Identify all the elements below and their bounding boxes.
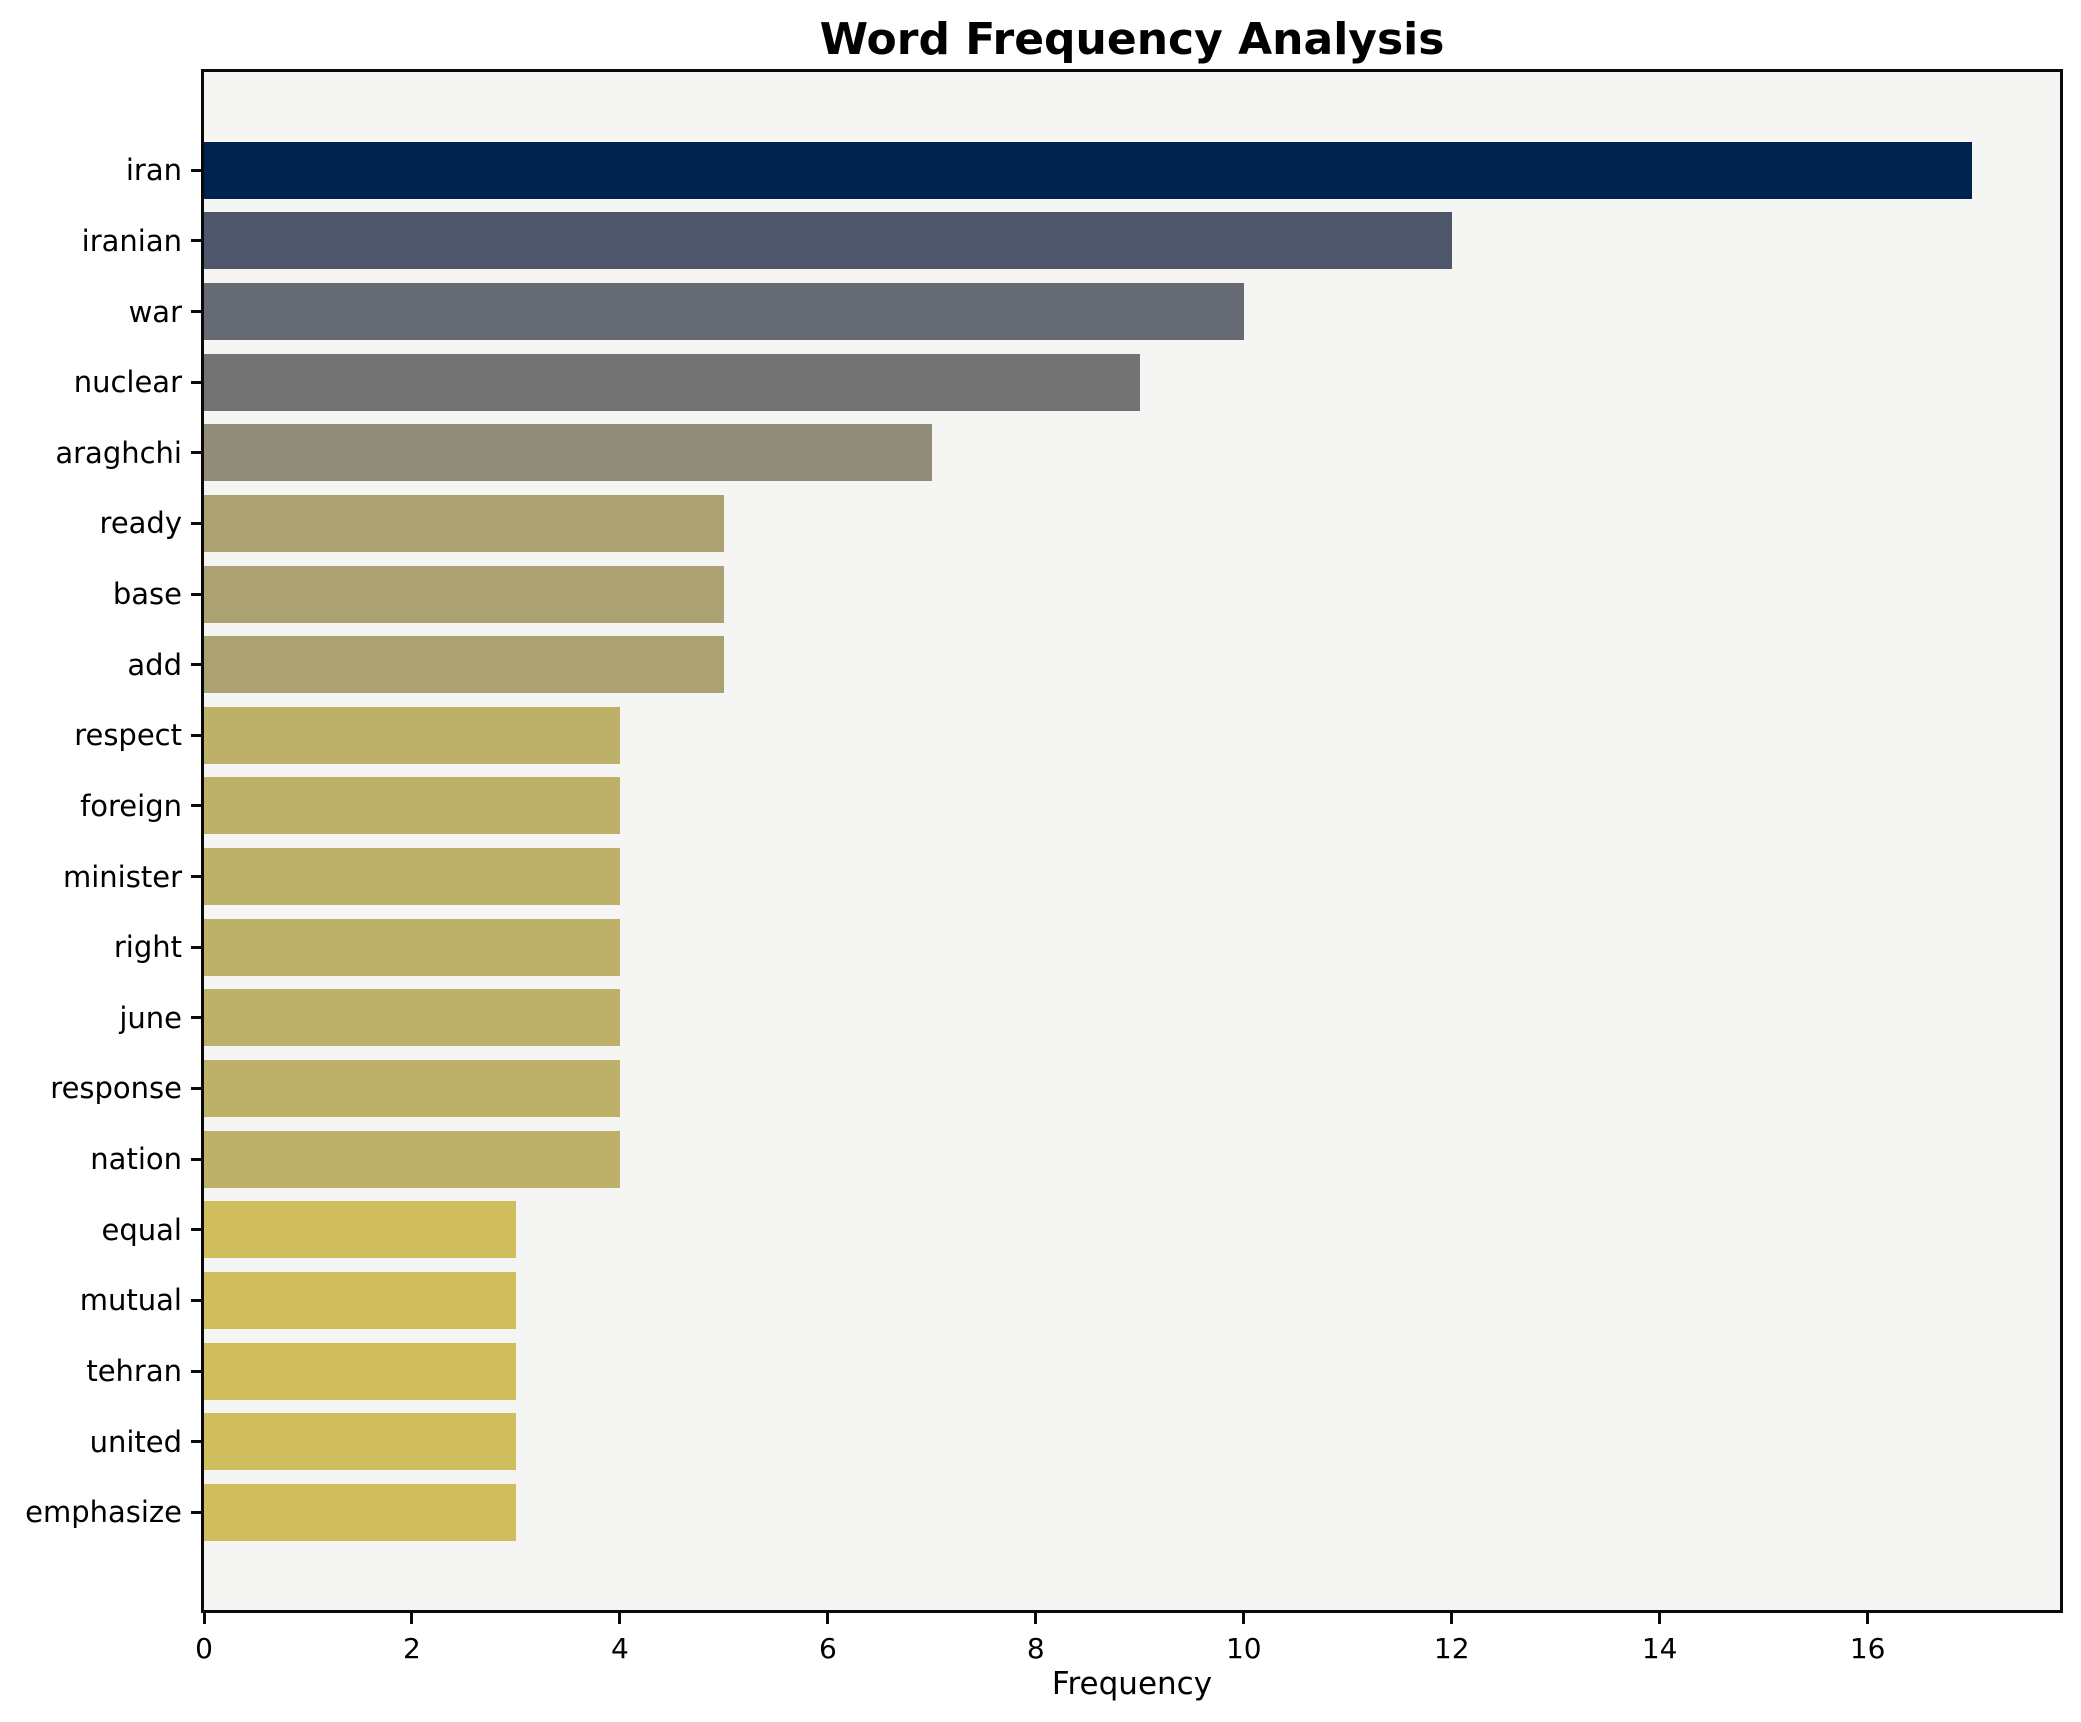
y-tick-mark bbox=[191, 1016, 203, 1020]
y-tick-mark bbox=[191, 310, 203, 314]
bar-ready bbox=[204, 494, 724, 552]
y-tick-mark bbox=[191, 1440, 203, 1444]
y-tick-mark bbox=[191, 733, 203, 737]
x-tick-mark bbox=[826, 1613, 830, 1624]
y-tick-label: araghchi bbox=[55, 435, 182, 470]
bar-united bbox=[204, 1413, 516, 1471]
x-tick-label: 8 bbox=[1026, 1632, 1045, 1665]
x-tick-label: 2 bbox=[403, 1632, 421, 1665]
x-tick-mark bbox=[1242, 1613, 1246, 1624]
x-tick-label: 12 bbox=[1433, 1632, 1470, 1665]
bar-iran bbox=[204, 141, 1972, 199]
y-tick-mark bbox=[191, 1298, 203, 1302]
y-tick-label: iranian bbox=[81, 223, 182, 258]
y-tick-label: equal bbox=[101, 1212, 182, 1247]
y-tick-label: mutual bbox=[79, 1283, 182, 1318]
bar-minister bbox=[204, 848, 620, 906]
y-tick-label: war bbox=[128, 294, 182, 329]
y-tick-mark bbox=[191, 380, 203, 384]
y-tick-mark bbox=[191, 1086, 203, 1090]
x-axis-title: Frequency bbox=[1051, 1666, 1213, 1702]
x-tick-mark bbox=[1034, 1613, 1038, 1624]
y-tick-label: foreign bbox=[80, 788, 182, 823]
x-tick-mark bbox=[1450, 1613, 1454, 1624]
bar-iranian bbox=[204, 212, 1452, 270]
x-tick-label: 14 bbox=[1641, 1632, 1678, 1665]
bar-add bbox=[204, 636, 724, 694]
y-tick-label: united bbox=[89, 1424, 182, 1459]
bar-foreign bbox=[204, 777, 620, 835]
bar-araghchi bbox=[204, 424, 932, 482]
y-tick-label: response bbox=[50, 1071, 182, 1106]
bar-nation bbox=[204, 1130, 620, 1188]
x-tick-label: 16 bbox=[1849, 1632, 1886, 1665]
y-tick-mark bbox=[191, 1369, 203, 1373]
bar-nuclear bbox=[204, 353, 1140, 411]
chart-title: Word Frequency Analysis bbox=[819, 14, 1445, 65]
y-tick-mark bbox=[191, 451, 203, 455]
y-tick-mark bbox=[191, 875, 203, 879]
y-tick-label: nuclear bbox=[73, 365, 182, 400]
x-tick-mark bbox=[618, 1613, 622, 1624]
y-tick-mark bbox=[191, 239, 203, 243]
y-tick-mark bbox=[191, 663, 203, 667]
x-tick-mark bbox=[1658, 1613, 1662, 1624]
y-tick-mark bbox=[191, 804, 203, 808]
y-tick-label: minister bbox=[63, 859, 182, 894]
plot-area bbox=[201, 69, 2063, 1613]
y-tick-label: respect bbox=[74, 718, 182, 753]
x-tick-mark bbox=[202, 1613, 206, 1624]
x-tick-label: 10 bbox=[1225, 1632, 1262, 1665]
y-tick-label: ready bbox=[99, 506, 182, 541]
y-tick-mark bbox=[191, 945, 203, 949]
bar-tehran bbox=[204, 1342, 516, 1400]
y-tick-label: june bbox=[119, 1000, 182, 1035]
y-tick-label: tehran bbox=[86, 1354, 182, 1388]
bar-mutual bbox=[204, 1271, 516, 1329]
bar-equal bbox=[204, 1201, 516, 1259]
y-tick-mark bbox=[191, 592, 203, 596]
bar-emphasize bbox=[204, 1483, 516, 1541]
y-tick-label: right bbox=[113, 930, 182, 965]
bar-base bbox=[204, 565, 724, 623]
bar-right bbox=[204, 918, 620, 976]
bar-june bbox=[204, 989, 620, 1047]
y-tick-mark bbox=[191, 1157, 203, 1161]
y-tick-mark bbox=[191, 521, 203, 525]
y-tick-mark bbox=[191, 1228, 203, 1232]
x-tick-label: 4 bbox=[610, 1632, 629, 1665]
bar-war bbox=[204, 283, 1244, 341]
y-tick-label: add bbox=[127, 647, 182, 682]
y-tick-mark bbox=[191, 1510, 203, 1514]
y-tick-label: base bbox=[112, 577, 182, 612]
bar-respect bbox=[204, 706, 620, 764]
y-tick-mark bbox=[191, 168, 203, 172]
x-tick-label: 0 bbox=[195, 1632, 213, 1665]
bar-response bbox=[204, 1059, 620, 1117]
x-tick-mark bbox=[410, 1613, 414, 1624]
y-tick-label: nation bbox=[90, 1142, 182, 1177]
x-tick-mark bbox=[1866, 1613, 1870, 1624]
x-tick-label: 6 bbox=[818, 1632, 837, 1665]
y-tick-label: iran bbox=[125, 153, 182, 188]
y-tick-label: emphasize bbox=[25, 1495, 182, 1530]
